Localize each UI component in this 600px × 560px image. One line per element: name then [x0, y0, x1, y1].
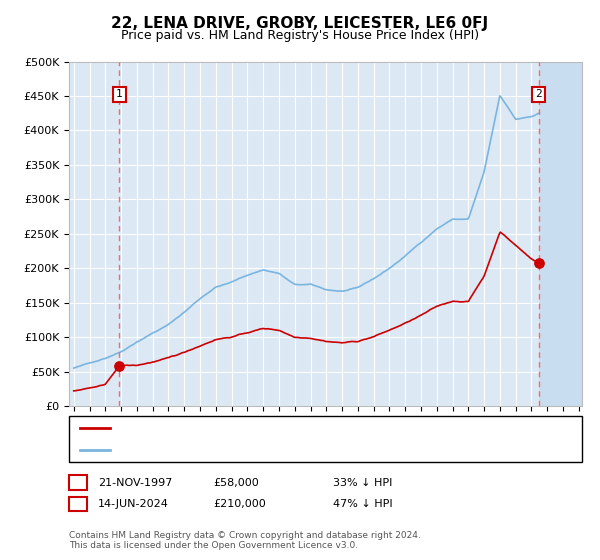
Point	[115, 361, 124, 370]
Text: 1: 1	[116, 89, 123, 99]
Text: 47% ↓ HPI: 47% ↓ HPI	[333, 499, 392, 509]
Text: 2: 2	[535, 89, 542, 99]
Text: £58,000: £58,000	[213, 478, 259, 488]
Text: 22, LENA DRIVE, GROBY, LEICESTER, LE6 0FJ: 22, LENA DRIVE, GROBY, LEICESTER, LE6 0F…	[112, 16, 488, 31]
Text: 1: 1	[74, 478, 82, 488]
Text: HPI: Average price, detached house, Hinckley and Bosworth: HPI: Average price, detached house, Hinc…	[117, 445, 430, 455]
Bar	[539, 62, 584, 406]
Text: 33% ↓ HPI: 33% ↓ HPI	[333, 478, 392, 488]
Point	[534, 259, 544, 268]
Text: Price paid vs. HM Land Registry's House Price Index (HPI): Price paid vs. HM Land Registry's House …	[121, 29, 479, 42]
Text: 14-JUN-2024: 14-JUN-2024	[98, 499, 169, 509]
Text: Contains HM Land Registry data © Crown copyright and database right 2024.
This d: Contains HM Land Registry data © Crown c…	[69, 531, 421, 550]
Text: 2: 2	[74, 499, 82, 509]
Text: 22, LENA DRIVE, GROBY, LEICESTER, LE6 0FJ (detached house): 22, LENA DRIVE, GROBY, LEICESTER, LE6 0F…	[117, 423, 443, 433]
Text: 21-NOV-1997: 21-NOV-1997	[98, 478, 172, 488]
Text: £210,000: £210,000	[213, 499, 266, 509]
